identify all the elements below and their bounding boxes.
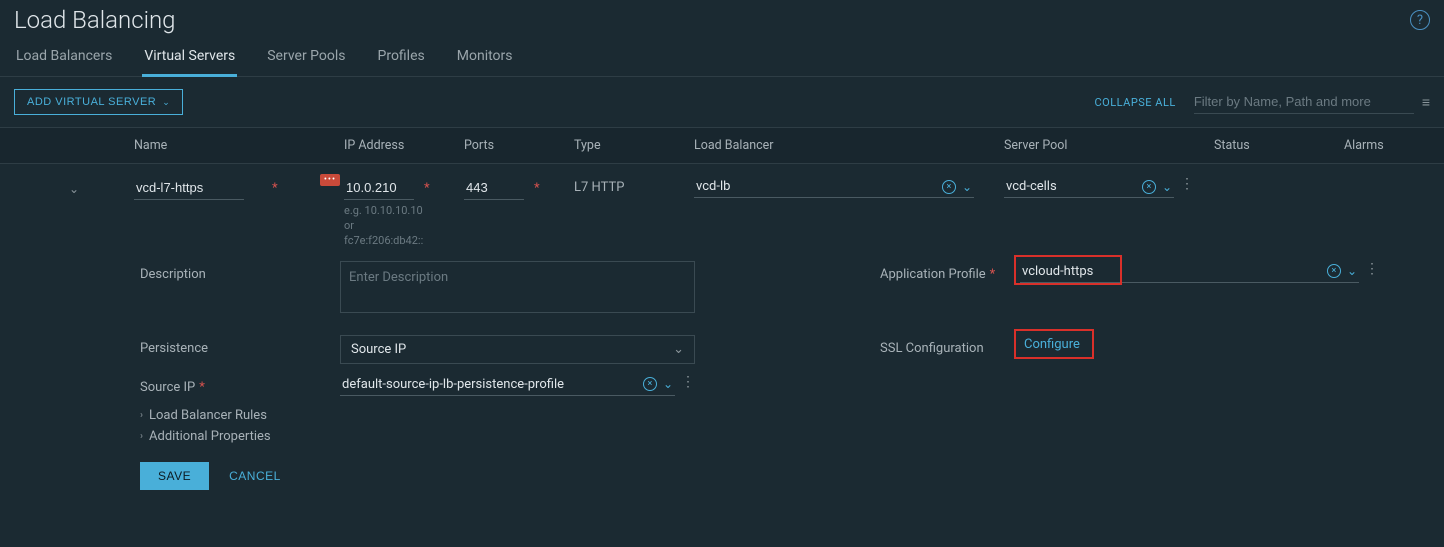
- load-balancer-select[interactable]: vcd-lb × ⌄: [694, 176, 974, 198]
- chevron-down-icon[interactable]: ⌄: [962, 180, 972, 194]
- clear-icon[interactable]: ×: [1327, 264, 1341, 278]
- required-icon: *: [424, 181, 430, 196]
- collapse-all-button[interactable]: COLLAPSE ALL: [1094, 96, 1175, 109]
- filter-input[interactable]: [1194, 90, 1414, 114]
- name-input[interactable]: [134, 176, 244, 200]
- app-profile-label: Application Profile*: [880, 261, 1020, 282]
- save-button[interactable]: SAVE: [140, 462, 209, 490]
- col-name: Name: [134, 138, 344, 153]
- app-profile-value: vcloud-https: [1022, 264, 1093, 279]
- cancel-button[interactable]: CANCEL: [229, 469, 281, 483]
- tab-profiles[interactable]: Profiles: [376, 42, 427, 76]
- clear-icon[interactable]: ×: [1142, 180, 1156, 194]
- type-value: L7 HTTP: [574, 176, 694, 195]
- chevron-down-icon[interactable]: ⌄: [663, 377, 673, 391]
- chevron-right-icon: ›: [140, 431, 143, 442]
- table-header: Name IP Address Ports Type Load Balancer…: [0, 127, 1444, 164]
- col-lb: Load Balancer: [694, 138, 1004, 153]
- add-button-label: ADD VIRTUAL SERVER: [27, 96, 156, 108]
- lb-value: vcd-lb: [696, 179, 730, 194]
- tab-server-pools[interactable]: Server Pools: [265, 42, 347, 76]
- ip-input[interactable]: [344, 176, 414, 200]
- ssl-config-label: SSL Configuration: [880, 335, 1020, 356]
- page-title: Load Balancing: [14, 6, 175, 34]
- lb-rules-label: Load Balancer Rules: [149, 408, 267, 423]
- persistence-select[interactable]: Source IP ⌄: [340, 335, 695, 364]
- source-ip-label: Source IP*: [140, 374, 340, 395]
- persistence-label: Persistence: [140, 335, 340, 356]
- description-label: Description: [140, 261, 340, 282]
- help-icon[interactable]: ?: [1410, 10, 1430, 30]
- kebab-menu-icon[interactable]: [1363, 261, 1380, 277]
- tabs: Load Balancers Virtual Servers Server Po…: [0, 34, 1444, 77]
- lb-rules-expander[interactable]: › Load Balancer Rules: [140, 408, 1430, 423]
- source-ip-value: default-source-ip-lb-persistence-profile: [342, 377, 564, 392]
- col-type: Type: [574, 138, 694, 153]
- tab-load-balancers[interactable]: Load Balancers: [14, 42, 114, 76]
- additional-props-expander[interactable]: › Additional Properties: [140, 429, 1430, 444]
- expand-row-icon[interactable]: ⌄: [69, 182, 79, 196]
- required-icon: *: [272, 181, 278, 196]
- required-icon: *: [199, 380, 205, 395]
- description-textarea[interactable]: [340, 261, 695, 313]
- col-status: Status: [1214, 138, 1344, 153]
- ports-input[interactable]: [464, 176, 524, 200]
- required-icon: *: [534, 181, 540, 196]
- required-icon: *: [990, 267, 996, 282]
- col-alarms: Alarms: [1344, 138, 1404, 153]
- chevron-down-icon[interactable]: ⌄: [1162, 180, 1172, 194]
- chevron-down-icon: ⌄: [673, 342, 684, 357]
- chevron-down-icon: ⌄: [162, 97, 170, 108]
- additional-props-label: Additional Properties: [149, 429, 271, 444]
- add-virtual-server-button[interactable]: ADD VIRTUAL SERVER ⌄: [14, 89, 183, 115]
- kebab-menu-icon[interactable]: [1178, 176, 1195, 192]
- pool-value: vcd-cells: [1006, 179, 1057, 194]
- col-ip: IP Address: [344, 138, 464, 153]
- detail-panel: Description Application Profile* vcloud-…: [0, 255, 1444, 504]
- clear-icon[interactable]: ×: [643, 377, 657, 391]
- server-pool-select[interactable]: vcd-cells × ⌄: [1004, 176, 1174, 198]
- persistence-value: Source IP: [351, 342, 406, 357]
- chevron-down-icon[interactable]: ⌄: [1347, 264, 1357, 278]
- clear-icon[interactable]: ×: [942, 180, 956, 194]
- app-profile-select[interactable]: vcloud-https × ⌄: [1020, 261, 1359, 283]
- tag-badge[interactable]: •••: [320, 174, 340, 186]
- tab-monitors[interactable]: Monitors: [455, 42, 515, 76]
- filter-icon[interactable]: ≡: [1422, 94, 1430, 111]
- kebab-menu-icon[interactable]: [679, 374, 696, 390]
- source-ip-select[interactable]: default-source-ip-lb-persistence-profile…: [340, 374, 675, 396]
- tab-virtual-servers[interactable]: Virtual Servers: [142, 42, 237, 77]
- ip-hint: e.g. 10.10.10.10 or fc7e:f206:db42::: [344, 204, 434, 249]
- col-pool: Server Pool: [1004, 138, 1214, 153]
- col-ports: Ports: [464, 138, 574, 153]
- table-row: ⌄ ••• * * e.g. 10.10.10.10 or fc7e:f206:…: [0, 164, 1444, 255]
- chevron-right-icon: ›: [140, 410, 143, 421]
- ssl-configure-link[interactable]: Configure: [1020, 335, 1084, 354]
